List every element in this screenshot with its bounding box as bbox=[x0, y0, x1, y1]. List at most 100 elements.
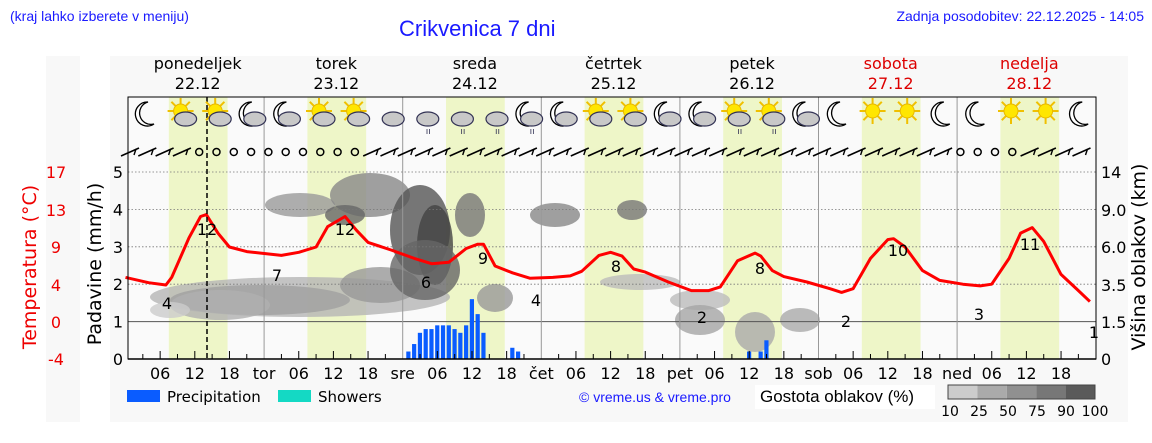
svg-text:ıı: ıı bbox=[737, 127, 742, 137]
svg-text:17: 17 bbox=[46, 163, 66, 182]
svg-text:18: 18 bbox=[912, 364, 932, 383]
day-name: petek bbox=[729, 54, 775, 73]
svg-text:6.0: 6.0 bbox=[1101, 238, 1126, 257]
svg-text:18: 18 bbox=[774, 364, 794, 383]
svg-text:100: 100 bbox=[1082, 404, 1109, 420]
svg-text:9: 9 bbox=[51, 238, 61, 257]
svg-text:ıı: ıı bbox=[495, 127, 500, 137]
svg-text:50: 50 bbox=[999, 404, 1017, 420]
svg-text:0: 0 bbox=[51, 313, 61, 332]
svg-text:1.5: 1.5 bbox=[1101, 313, 1126, 332]
svg-text:-4: -4 bbox=[48, 350, 64, 369]
svg-text:18: 18 bbox=[635, 364, 655, 383]
svg-text:90: 90 bbox=[1057, 404, 1075, 420]
svg-text:8: 8 bbox=[611, 257, 621, 276]
svg-text:12: 12 bbox=[323, 364, 343, 383]
day-date: 25.12 bbox=[591, 74, 637, 93]
svg-text:06: 06 bbox=[427, 364, 447, 383]
svg-text:Showers: Showers bbox=[318, 388, 382, 406]
day-name: sreda bbox=[453, 54, 497, 73]
svg-text:Gostota oblakov (%): Gostota oblakov (%) bbox=[760, 387, 914, 406]
svg-text:Precipitation: Precipitation bbox=[167, 388, 261, 406]
day-name: nedelja bbox=[1000, 54, 1059, 73]
day-date: 24.12 bbox=[452, 74, 498, 93]
svg-text:25: 25 bbox=[970, 404, 988, 420]
svg-text:9.0: 9.0 bbox=[1101, 201, 1126, 220]
svg-text:12: 12 bbox=[600, 364, 620, 383]
svg-text:2: 2 bbox=[113, 275, 123, 294]
svg-text:ıı: ıı bbox=[530, 127, 535, 137]
svg-text:ned: ned bbox=[942, 364, 972, 383]
svg-text:12: 12 bbox=[878, 364, 898, 383]
location-hint[interactable]: (kraj lahko izberete v meniju) bbox=[10, 8, 189, 24]
svg-text:8: 8 bbox=[755, 259, 765, 278]
svg-text:4: 4 bbox=[113, 200, 123, 219]
svg-text:12: 12 bbox=[185, 364, 205, 383]
svg-text:14: 14 bbox=[1101, 163, 1121, 182]
day-date: 22.12 bbox=[175, 74, 221, 93]
svg-text:ıı: ıı bbox=[460, 127, 465, 137]
svg-text:0: 0 bbox=[113, 350, 123, 369]
svg-text:2: 2 bbox=[841, 312, 851, 331]
svg-text:18: 18 bbox=[358, 364, 378, 383]
day-name: sobota bbox=[864, 54, 918, 73]
svg-text:12: 12 bbox=[335, 220, 355, 239]
svg-text:ıı: ıı bbox=[772, 127, 777, 137]
svg-text:10: 10 bbox=[941, 404, 959, 420]
svg-text:12: 12 bbox=[1016, 364, 1036, 383]
svg-text:Višina oblakov (km): Višina oblakov (km) bbox=[1128, 164, 1150, 351]
svg-text:3: 3 bbox=[113, 238, 123, 257]
svg-text:12: 12 bbox=[462, 364, 482, 383]
svg-text:sob: sob bbox=[804, 364, 832, 383]
wind-row bbox=[120, 147, 1091, 157]
svg-text:12: 12 bbox=[739, 364, 759, 383]
svg-text:čet: čet bbox=[529, 364, 554, 383]
svg-text:11: 11 bbox=[1020, 235, 1040, 254]
grid bbox=[128, 97, 1096, 359]
svg-text:Temperatura (°C): Temperatura (°C) bbox=[19, 185, 41, 350]
x-axis: 06 12 18 06 12 18 tor 06 12 18 sre 06 12 18 čet 06 12 18 p… bbox=[142, 351, 1079, 383]
day-date: 26.12 bbox=[729, 74, 775, 93]
svg-text:Padavine (mm/h): Padavine (mm/h) bbox=[84, 183, 106, 346]
svg-text:75: 75 bbox=[1028, 404, 1046, 420]
y-axes: 1713940-4543210149.06.03.51.50Temperatur… bbox=[19, 163, 1150, 369]
svg-text:ıı: ıı bbox=[426, 127, 431, 137]
precipitation-bars bbox=[406, 299, 769, 359]
svg-text:9: 9 bbox=[478, 249, 488, 268]
svg-text:6: 6 bbox=[421, 273, 431, 292]
svg-text:pet: pet bbox=[667, 364, 693, 383]
svg-text:06: 06 bbox=[982, 364, 1002, 383]
svg-text:06: 06 bbox=[289, 364, 309, 383]
svg-text:13: 13 bbox=[46, 201, 66, 220]
svg-text:4: 4 bbox=[51, 276, 61, 295]
svg-text:sre: sre bbox=[390, 364, 414, 383]
svg-text:10: 10 bbox=[888, 241, 908, 260]
svg-text:3.5: 3.5 bbox=[1101, 276, 1126, 295]
svg-text:3: 3 bbox=[974, 305, 984, 324]
day-name: četrtek bbox=[585, 54, 643, 73]
svg-text:1: 1 bbox=[1089, 323, 1099, 342]
svg-text:06: 06 bbox=[566, 364, 586, 383]
page-title: Crikvenica 7 dni bbox=[399, 16, 556, 41]
day-name: ponedeljek bbox=[154, 54, 243, 73]
day-date: 23.12 bbox=[313, 74, 359, 93]
last-updated: Zadnja posodobitev: 22.12.2025 - 14:05 bbox=[896, 8, 1144, 24]
weather-icons: ıı ıı ıı ıı ıı ıı bbox=[134, 98, 1089, 137]
day-date: 27.12 bbox=[868, 74, 914, 93]
svg-text:© vreme.us & vreme.pro: © vreme.us & vreme.pro bbox=[579, 389, 731, 405]
svg-text:18: 18 bbox=[219, 364, 239, 383]
svg-text:0: 0 bbox=[1101, 350, 1111, 369]
svg-text:18: 18 bbox=[496, 364, 516, 383]
svg-text:06: 06 bbox=[704, 364, 724, 383]
legend: Precipitation Showers © vreme.us & vreme.p… bbox=[127, 384, 1109, 420]
svg-text:18: 18 bbox=[1051, 364, 1071, 383]
day-date: 28.12 bbox=[1006, 74, 1052, 93]
temperature-line bbox=[125, 213, 1091, 303]
svg-text:5: 5 bbox=[113, 163, 123, 182]
svg-text:2: 2 bbox=[697, 308, 707, 327]
svg-text:7: 7 bbox=[272, 266, 282, 285]
day-name: torek bbox=[316, 54, 358, 73]
